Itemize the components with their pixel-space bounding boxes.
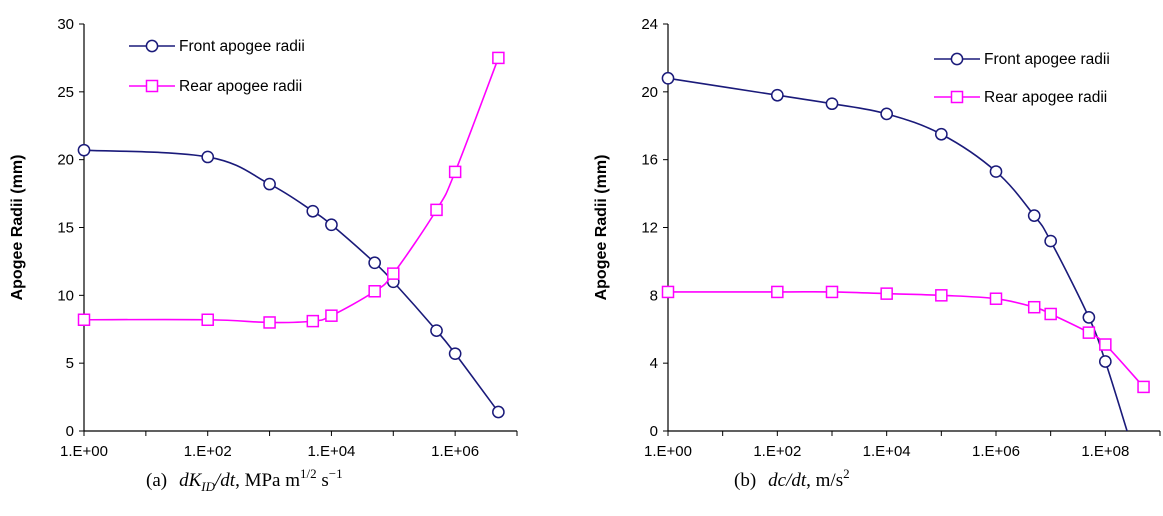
data-point-rear [306, 314, 320, 328]
data-point-rear [1082, 326, 1096, 339]
data-point-rear [1099, 338, 1112, 351]
caption-units-superscript: −1 [329, 466, 343, 481]
data-point-front [1098, 355, 1112, 368]
legend-square-marker [145, 79, 159, 93]
x-tick-label: 1.E+08 [1081, 443, 1129, 460]
y-tick-label: 24 [641, 16, 658, 33]
series-line-rear [84, 57, 500, 324]
x-tick-label: 1.E+02 [184, 443, 232, 460]
caption-prefix: (b) [734, 470, 756, 491]
panel-caption: (a) dKID/dt, MPa m1/2 s−1 [146, 466, 343, 494]
x-tick-label: 1.E+00 [644, 443, 692, 460]
data-point-front [661, 71, 675, 85]
y-tick-label: 0 [650, 423, 658, 440]
data-point-front [880, 107, 894, 121]
data-point-front [77, 143, 91, 157]
legend-item-front: Front apogee radii [129, 38, 305, 55]
caption-math-subscript: ID [200, 479, 215, 494]
data-point-rear [430, 203, 443, 217]
y-tick-label: 5 [66, 355, 74, 372]
x-tick-label: 1.E+02 [753, 443, 801, 460]
y-tick-label: 25 [57, 84, 74, 101]
data-point-rear [263, 316, 276, 329]
y-tick-label: 8 [650, 287, 658, 304]
legend-square-marker [950, 90, 964, 104]
data-point-rear [880, 287, 893, 300]
legend-circle-marker [950, 52, 964, 66]
data-point-rear [1027, 300, 1041, 314]
x-tick-label: 1.E+04 [307, 443, 355, 460]
y-tick-label: 30 [57, 16, 74, 33]
data-point-rear [935, 289, 948, 302]
x-tick-label: 1.E+06 [431, 443, 479, 460]
data-point-front [368, 256, 382, 270]
caption-prefix: (a) [146, 470, 167, 491]
data-point-front [492, 405, 505, 419]
x-tick-label: 1.E+06 [972, 443, 1020, 460]
series-line-rear [668, 291, 1145, 388]
data-point-rear [325, 309, 338, 322]
y-tick-label: 20 [57, 152, 74, 169]
caption-math: /dt [214, 470, 236, 491]
data-point-front [1044, 234, 1058, 248]
caption-units: , m/s [806, 470, 843, 491]
data-point-rear [661, 285, 675, 299]
series-line-front [84, 149, 500, 413]
data-point-front [201, 150, 215, 164]
x-tick-label: 1.E+04 [863, 443, 911, 460]
data-point-rear [492, 51, 505, 65]
data-point-rear [448, 165, 462, 179]
data-point-rear [771, 285, 784, 299]
data-point-front [770, 88, 784, 102]
chart-panel-a: 0 5 10 15 20 25 30 1.E+00 1.E+02 1.E+04 1.E+06 Apog… [9, 16, 518, 494]
legend-circle-marker [145, 39, 159, 53]
caption-units: , MPa m [235, 470, 300, 491]
x-tick-label: 1.E+00 [60, 443, 108, 460]
data-point-front [1027, 209, 1041, 222]
data-point-front [1082, 311, 1096, 324]
data-point-rear [387, 267, 400, 280]
y-axis-label: Apogee Radii (mm) [593, 155, 610, 301]
legend-label: Front apogee radii [984, 51, 1110, 68]
legend-label: Front apogee radii [179, 38, 305, 55]
caption-math: dc/dt [768, 470, 807, 491]
y-tick-label: 4 [650, 355, 658, 372]
y-tick-label: 16 [641, 152, 658, 169]
data-point-front [934, 127, 948, 141]
caption-math: dK [179, 470, 203, 491]
y-tick-label: 20 [641, 84, 658, 101]
data-point-rear [77, 313, 91, 327]
data-point-front [325, 218, 338, 232]
legend-item-front: Front apogee radii [934, 51, 1110, 68]
data-point-rear [1137, 380, 1150, 394]
panel-caption: (b) dc/dt, m/s2 [734, 466, 850, 491]
y-tick-label: 10 [57, 287, 74, 304]
data-point-rear [825, 285, 839, 299]
series-line-front [668, 77, 1128, 431]
chart-panel-b: 0 4 8 12 16 20 24 1.E+00 1.E+02 1.E+04 1.E+06 1.E+0… [593, 16, 1161, 491]
caption-units: s [317, 470, 329, 491]
legend-label: Rear apogee radii [984, 89, 1107, 106]
caption-units-superscript: 1/2 [300, 466, 317, 481]
data-point-rear [1044, 307, 1057, 321]
y-axis-label: Apogee Radii (mm) [9, 155, 26, 301]
y-tick-label: 15 [57, 220, 74, 237]
legend-label: Rear apogee radii [179, 78, 302, 95]
legend-item-rear: Rear apogee radii [129, 78, 302, 95]
data-point-rear [201, 313, 214, 327]
legend-item-rear: Rear apogee radii [934, 89, 1107, 106]
data-point-front [448, 347, 462, 361]
data-point-rear [989, 292, 1003, 305]
data-point-front [263, 177, 276, 191]
data-point-front [989, 165, 1003, 178]
data-point-front [306, 204, 320, 218]
y-tick-label: 0 [66, 423, 74, 440]
data-point-rear [368, 285, 381, 298]
data-point-front [430, 324, 443, 337]
caption-units-superscript: 2 [843, 466, 850, 481]
data-point-front [825, 97, 839, 111]
y-tick-label: 12 [641, 220, 658, 237]
